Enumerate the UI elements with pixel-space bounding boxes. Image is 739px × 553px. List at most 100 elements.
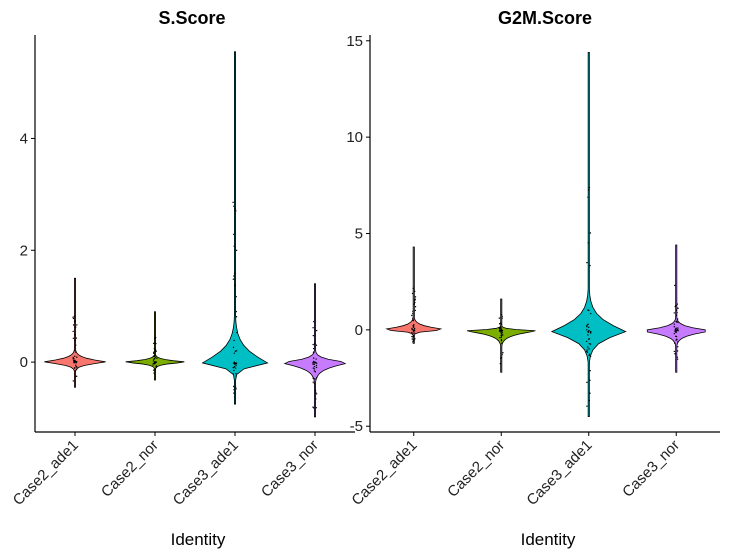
jitter-point	[235, 210, 237, 212]
x-axis-title: Identity	[521, 530, 576, 549]
jitter-point	[152, 360, 155, 362]
jitter-point	[676, 321, 678, 323]
jitter-point	[414, 301, 416, 304]
jitter-point	[75, 344, 77, 346]
jitter-point	[501, 342, 503, 344]
x-tick-label: Case2_ade1	[10, 437, 82, 509]
jitter-point	[500, 336, 503, 338]
jitter-point	[411, 333, 414, 335]
jitter-point	[72, 330, 74, 333]
jitter-point	[500, 339, 503, 341]
jitter-point	[500, 333, 503, 335]
jitter-point	[315, 393, 318, 395]
jitter-point	[154, 357, 157, 359]
jitter-point	[315, 366, 318, 369]
jitter-point	[156, 357, 158, 359]
jitter-point	[152, 364, 154, 366]
jitter-point	[586, 329, 588, 331]
jitter-point	[234, 367, 237, 369]
jitter-point	[312, 367, 315, 369]
jitter-point	[155, 361, 157, 363]
jitter-point	[412, 326, 415, 328]
jitter-point	[314, 362, 317, 364]
jitter-point	[76, 324, 78, 326]
jitter-point	[313, 370, 316, 372]
jitter-point	[233, 365, 236, 368]
jitter-point	[414, 296, 417, 298]
jitter-point	[588, 189, 590, 191]
jitter-point	[412, 329, 414, 331]
jitter-point	[414, 290, 416, 293]
jitter-point	[411, 292, 414, 295]
jitter-point	[312, 381, 314, 383]
jitter-point	[75, 361, 77, 364]
jitter-point	[315, 329, 318, 332]
jitter-point	[587, 242, 589, 244]
jitter-point	[312, 347, 315, 350]
jitter-point	[73, 360, 75, 363]
jitter-point	[74, 351, 77, 353]
jitter-point	[674, 342, 676, 344]
jitter-point	[153, 372, 155, 374]
jitter-point	[153, 351, 155, 353]
jitter-point	[411, 331, 413, 334]
violin-case3-ade1	[201, 51, 269, 405]
jitter-point	[315, 358, 317, 360]
jitter-point	[73, 362, 75, 364]
jitter-point	[676, 307, 678, 309]
jitter-point	[313, 343, 316, 345]
jitter-point	[676, 328, 679, 331]
jitter-point	[152, 362, 155, 365]
jitter-point	[587, 323, 589, 326]
jitter-point	[233, 369, 235, 372]
jitter-point	[152, 352, 155, 354]
y-tick-label: 15	[346, 33, 363, 50]
jitter-point	[590, 332, 592, 334]
jitter-point	[73, 349, 76, 352]
jitter-point	[76, 356, 78, 358]
x-tick-label: Case2_nor	[98, 437, 162, 501]
x-tick-label: Case3_nor	[619, 437, 683, 501]
jitter-point	[233, 385, 235, 388]
jitter-point	[312, 343, 314, 346]
jitter-point	[232, 362, 235, 364]
jitter-point	[74, 339, 77, 342]
jitter-point	[152, 369, 155, 371]
jitter-point	[674, 331, 676, 333]
jitter-point	[313, 363, 315, 365]
jitter-point	[587, 346, 589, 348]
jitter-point	[502, 351, 504, 354]
jitter-point	[73, 358, 75, 360]
jitter-point	[412, 287, 415, 290]
jitter-point	[73, 367, 76, 369]
jitter-point	[235, 363, 237, 365]
jitter-point	[588, 326, 590, 329]
jitter-point	[676, 356, 679, 358]
jitter-point	[74, 326, 77, 328]
jitter-point	[677, 327, 679, 329]
jitter-point	[674, 305, 676, 308]
jitter-point	[233, 272, 236, 274]
jitter-point	[501, 330, 504, 332]
violin-case2-ade1	[44, 277, 106, 388]
jitter-point	[312, 351, 315, 353]
jitter-point	[676, 338, 678, 341]
jitter-point	[312, 357, 315, 359]
jitter-point	[412, 317, 414, 320]
violin-case3-ade1	[550, 51, 627, 417]
jitter-point	[586, 325, 588, 327]
jitter-point	[413, 327, 416, 330]
jitter-point	[586, 381, 588, 384]
jitter-point	[312, 360, 315, 363]
jitter-point	[233, 233, 235, 236]
y-tick-label: 0	[20, 354, 28, 371]
jitter-point	[501, 331, 503, 334]
jitter-point	[675, 314, 678, 316]
jitter-point	[589, 355, 592, 358]
jitter-point	[586, 405, 588, 407]
jitter-point	[75, 368, 78, 371]
jitter-point	[413, 340, 415, 342]
jitter-point	[412, 310, 414, 313]
jitter-point	[500, 335, 503, 337]
